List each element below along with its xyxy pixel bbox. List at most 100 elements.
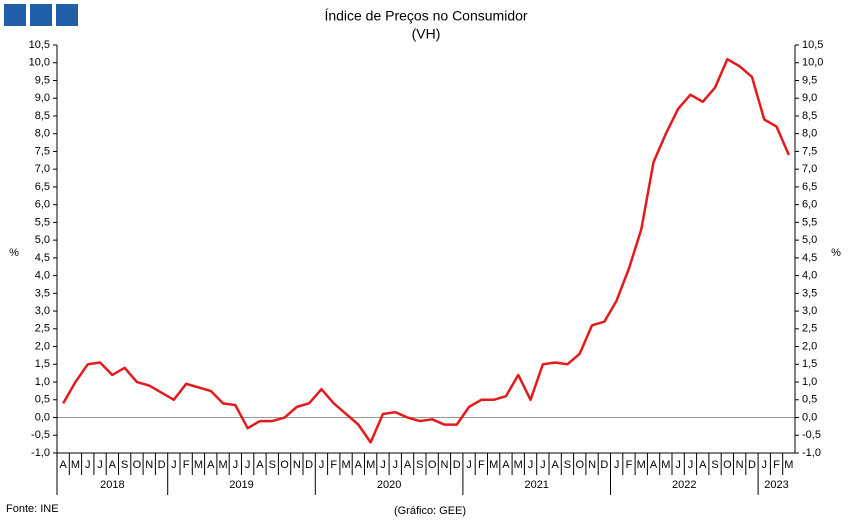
year-label: 2019 xyxy=(229,479,253,491)
x-tick-label: S xyxy=(564,459,571,471)
x-tick-label: J xyxy=(675,459,681,471)
x-tick-label: A xyxy=(59,459,67,471)
x-tick-label: M xyxy=(637,459,646,471)
y2-tick-label: 8,5 xyxy=(802,110,817,122)
x-tick-label: M xyxy=(661,459,670,471)
x-tick-label: J xyxy=(466,459,472,471)
logo-block xyxy=(30,4,52,26)
y2-tick-label: 10,0 xyxy=(802,57,823,69)
x-tick-label: A xyxy=(551,459,559,471)
year-label: 2023 xyxy=(764,479,788,491)
x-tick-label: J xyxy=(319,459,325,471)
x-tick-label: D xyxy=(305,459,313,471)
x-tick-label: N xyxy=(145,459,153,471)
x-tick-label: A xyxy=(207,459,215,471)
y2-tick-label: 1,5 xyxy=(802,358,817,370)
y-tick-label: -0,5 xyxy=(31,429,50,441)
y2-tick-label: 1,0 xyxy=(802,376,817,388)
x-tick-label: J xyxy=(380,459,386,471)
x-tick-label: M xyxy=(489,459,498,471)
year-label: 2022 xyxy=(672,479,696,491)
chart-subtitle: (VH) xyxy=(412,26,441,42)
x-tick-label: A xyxy=(256,459,264,471)
y2-tick-label: 3,5 xyxy=(802,287,817,299)
x-tick-label: O xyxy=(428,459,437,471)
y2-tick-label: -1,0 xyxy=(802,447,821,459)
logo-block xyxy=(4,4,26,26)
y-tick-label: 3,5 xyxy=(35,287,50,299)
x-tick-label: N xyxy=(736,459,744,471)
y-tick-label: 6,0 xyxy=(35,199,50,211)
source: Fonte: INE xyxy=(6,503,59,515)
x-tick-label: J xyxy=(233,459,239,471)
year-label: 2020 xyxy=(377,479,401,491)
y2-tick-label: 7,5 xyxy=(802,145,817,157)
x-tick-label: J xyxy=(540,459,546,471)
credit: (Gráfico: GEE) xyxy=(394,505,466,517)
y-tick-label: 2,0 xyxy=(35,340,50,352)
x-tick-label: M xyxy=(366,459,375,471)
y2-axis-label: % xyxy=(831,247,841,259)
x-tick-label: A xyxy=(502,459,510,471)
x-tick-label: F xyxy=(330,459,337,471)
year-label: 2021 xyxy=(524,479,548,491)
x-tick-label: J xyxy=(245,459,251,471)
y-tick-label: -1,0 xyxy=(31,447,50,459)
y2-tick-label: 0,0 xyxy=(802,411,817,423)
y-tick-label: 7,5 xyxy=(35,145,50,157)
y-tick-label: 2,5 xyxy=(35,323,50,335)
x-tick-label: J xyxy=(171,459,177,471)
x-tick-label: S xyxy=(269,459,276,471)
x-tick-label: N xyxy=(293,459,301,471)
x-tick-label: S xyxy=(121,459,128,471)
y2-tick-label: 6,5 xyxy=(802,181,817,193)
x-tick-label: J xyxy=(85,459,91,471)
x-tick-label: A xyxy=(109,459,117,471)
x-tick-label: M xyxy=(784,459,793,471)
y2-tick-label: -0,5 xyxy=(802,429,821,441)
x-tick-label: J xyxy=(393,459,399,471)
y-tick-label: 5,0 xyxy=(35,234,50,246)
y-tick-label: 8,5 xyxy=(35,110,50,122)
x-tick-label: J xyxy=(614,459,620,471)
x-tick-label: D xyxy=(600,459,608,471)
x-tick-label: F xyxy=(626,459,633,471)
x-tick-label: F xyxy=(183,459,190,471)
chart-title: Índice de Preços no Consumidor xyxy=(324,8,527,24)
x-tick-label: J xyxy=(528,459,534,471)
x-tick-label: A xyxy=(355,459,363,471)
x-tick-label: N xyxy=(440,459,448,471)
y2-tick-label: 7,0 xyxy=(802,163,817,175)
x-tick-label: J xyxy=(762,459,768,471)
x-tick-label: M xyxy=(341,459,350,471)
x-tick-label: M xyxy=(194,459,203,471)
x-tick-label: A xyxy=(650,459,658,471)
x-tick-label: J xyxy=(97,459,103,471)
x-tick-label: M xyxy=(218,459,227,471)
y2-tick-label: 10,5 xyxy=(802,39,823,51)
x-tick-label: M xyxy=(71,459,80,471)
x-tick-label: A xyxy=(699,459,707,471)
y2-tick-label: 9,5 xyxy=(802,74,817,86)
x-tick-label: F xyxy=(773,459,780,471)
y-tick-label: 5,5 xyxy=(35,216,50,228)
y-tick-label: 0,5 xyxy=(35,394,50,406)
y-tick-label: 1,5 xyxy=(35,358,50,370)
year-label: 2018 xyxy=(100,479,124,491)
y-tick-label: 3,0 xyxy=(35,305,50,317)
x-tick-label: M xyxy=(514,459,523,471)
y-tick-label: 1,0 xyxy=(35,376,50,388)
x-tick-label: F xyxy=(478,459,485,471)
x-tick-label: O xyxy=(575,459,584,471)
y-tick-label: 9,0 xyxy=(35,92,50,104)
x-tick-label: J xyxy=(688,459,694,471)
x-tick-label: S xyxy=(416,459,423,471)
x-tick-label: D xyxy=(158,459,166,471)
data-line xyxy=(62,57,790,444)
y2-tick-label: 9,0 xyxy=(802,92,817,104)
y-tick-label: 6,5 xyxy=(35,181,50,193)
x-tick-label: O xyxy=(280,459,289,471)
x-tick-label: S xyxy=(711,459,718,471)
